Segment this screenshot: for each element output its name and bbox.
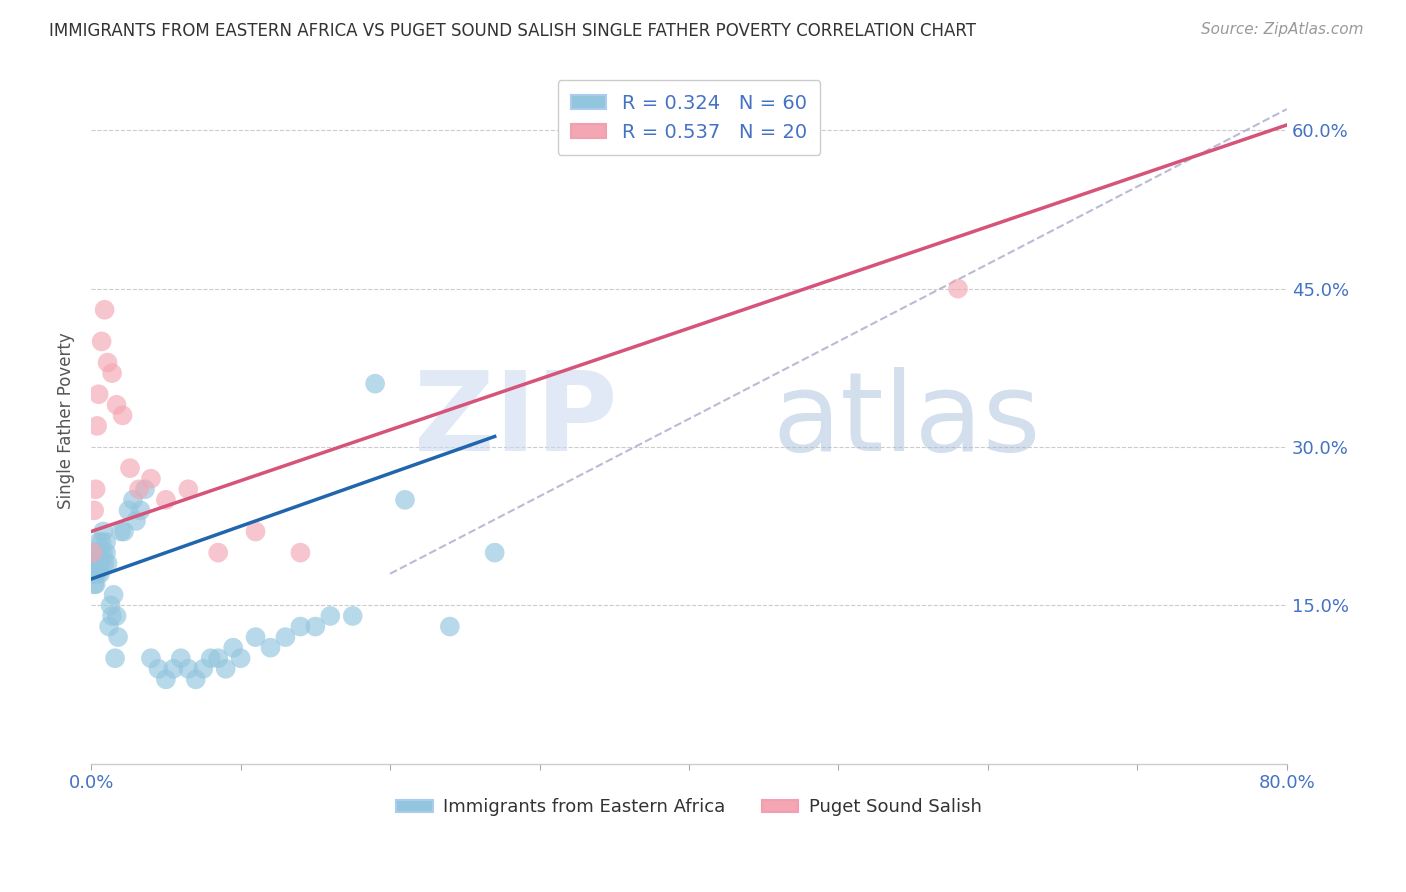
Text: IMMIGRANTS FROM EASTERN AFRICA VS PUGET SOUND SALISH SINGLE FATHER POVERTY CORRE: IMMIGRANTS FROM EASTERN AFRICA VS PUGET … [49, 22, 976, 40]
Point [86, 546, 108, 560]
Point [394, 492, 416, 507]
Point [484, 546, 506, 560]
Point [946, 282, 969, 296]
Point [177, 483, 200, 497]
Point [97, 355, 120, 369]
Point [82, 566, 104, 581]
Point [193, 662, 215, 676]
Point [83, 546, 105, 560]
Point [245, 524, 267, 539]
Legend: Immigrants from Eastern Africa, Puget Sound Salish: Immigrants from Eastern Africa, Puget So… [389, 791, 988, 823]
Point [129, 503, 152, 517]
Y-axis label: Single Father Poverty: Single Father Poverty [58, 332, 75, 509]
Point [245, 630, 267, 644]
Point [222, 640, 245, 655]
Point [82, 556, 104, 570]
Point [170, 651, 193, 665]
Point [104, 651, 127, 665]
Text: ZIP: ZIP [413, 368, 617, 475]
Point [89, 546, 111, 560]
Point [87, 387, 110, 401]
Point [342, 609, 364, 624]
Point [200, 651, 222, 665]
Point [155, 492, 177, 507]
Point [98, 619, 121, 633]
Point [207, 651, 229, 665]
Point [122, 492, 145, 507]
Point [118, 461, 141, 475]
Point [89, 566, 111, 581]
Point [229, 651, 252, 665]
Point [101, 366, 124, 380]
Point [215, 662, 238, 676]
Point [103, 588, 125, 602]
Point [207, 546, 229, 560]
Point [91, 546, 114, 560]
Point [290, 546, 312, 560]
Point [112, 524, 135, 539]
Point [94, 546, 117, 560]
Point [304, 619, 326, 633]
Point [139, 651, 162, 665]
Point [125, 514, 148, 528]
Point [82, 546, 104, 560]
Point [274, 630, 297, 644]
Point [162, 662, 184, 676]
Point [83, 503, 105, 517]
Point [93, 302, 115, 317]
Point [94, 535, 117, 549]
Point [111, 409, 134, 423]
Point [86, 418, 108, 433]
Point [110, 524, 132, 539]
Point [117, 503, 139, 517]
Point [83, 556, 105, 570]
Point [84, 483, 107, 497]
Point [101, 609, 124, 624]
Text: atlas: atlas [773, 368, 1042, 475]
Point [139, 472, 162, 486]
Point [259, 640, 281, 655]
Point [177, 662, 200, 676]
Point [84, 577, 107, 591]
Point [439, 619, 461, 633]
Point [134, 483, 156, 497]
Point [90, 556, 112, 570]
Point [93, 556, 115, 570]
Point [319, 609, 342, 624]
Point [84, 566, 107, 581]
Point [364, 376, 387, 391]
Point [184, 673, 207, 687]
Point [90, 535, 112, 549]
Point [155, 673, 177, 687]
Point [83, 577, 105, 591]
Point [91, 524, 114, 539]
Point [105, 398, 128, 412]
Point [87, 556, 110, 570]
Point [87, 535, 110, 549]
Point [84, 556, 107, 570]
Point [100, 599, 122, 613]
Point [90, 334, 112, 349]
Text: Source: ZipAtlas.com: Source: ZipAtlas.com [1201, 22, 1364, 37]
Point [97, 556, 120, 570]
Point [105, 609, 128, 624]
Point [107, 630, 129, 644]
Point [86, 566, 108, 581]
Point [148, 662, 170, 676]
Point [290, 619, 312, 633]
Point [128, 483, 150, 497]
